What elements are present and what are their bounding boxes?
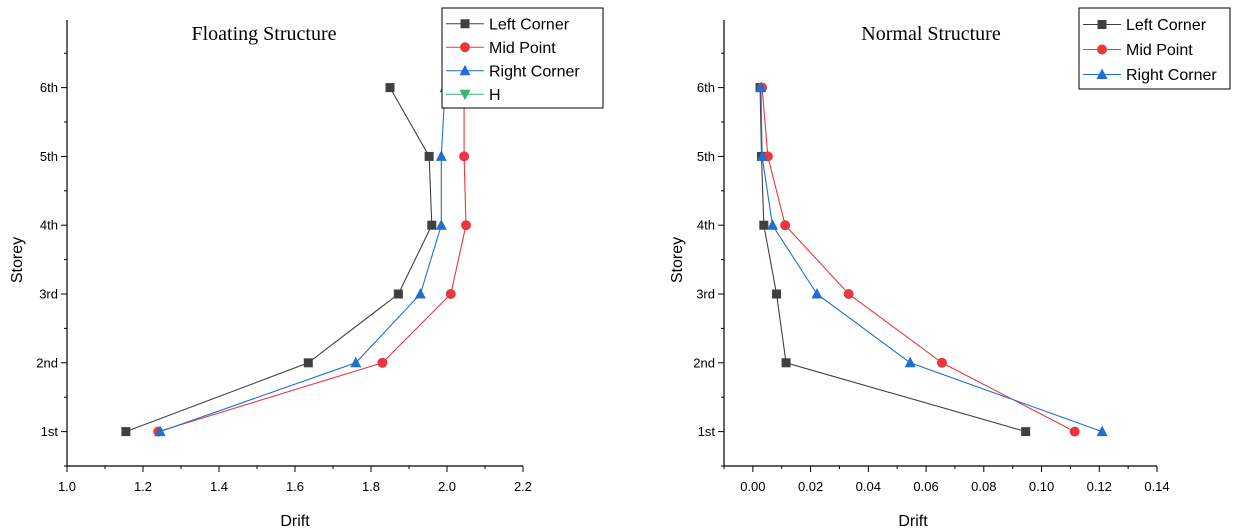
legend-marker-right-corner [1096,68,1108,79]
x-tick-label: 1.8 [362,479,380,494]
data-point-left-corner [424,151,434,161]
legend-label-left-corner: Left Corner [1126,17,1207,34]
data-point-right-corner [435,150,447,161]
legend-marker-right-corner [459,64,471,76]
legend-label-mid-point: Mid Point [489,40,556,57]
data-point-mid-point [936,357,947,368]
legend-marker-mid-point [460,42,470,53]
x-axis-label: Drift [898,513,928,529]
data-point-left-corner [385,83,395,93]
y-tick-label: 1st [41,424,59,439]
data-point-mid-point [377,357,388,368]
data-point-mid-point [459,151,470,162]
y-axis-label: Storey [669,237,686,283]
data-point-right-corner [766,219,778,230]
series-line-right-corner [760,87,1103,433]
data-point-left-corner [1021,427,1031,437]
chart-title: Floating Structure [192,23,337,45]
data-point-left-corner [781,358,791,368]
data-point-left-corner [303,358,313,368]
x-tick-label: 0.02 [798,479,823,494]
x-tick-label: 2.2 [514,479,532,494]
y-tick-label: 1st [698,424,716,439]
x-tick-label: 0.12 [1087,479,1112,494]
data-point-right-corner [811,288,823,299]
data-point-left-corner [121,427,131,437]
legend: Left Corner Mid Point Right Corner H [441,7,604,109]
data-point-right-corner [435,219,447,230]
y-axis-label: Storey [9,237,26,283]
legend-label-left-corner: Left Corner [489,16,570,33]
y-tick-label: 3rd [39,287,58,302]
data-point-left-corner [393,289,403,299]
data-point-right-corner [350,356,362,368]
series-line-mid-point [761,87,1075,433]
legend-marker-left-corner [460,19,470,29]
data-point-right-corner [414,288,426,299]
chart-floating-structure: Floating Structure Drift Storey 1.0 1.2 1.… [9,7,604,529]
legend-marker-mid-point [1097,44,1107,55]
x-tick-label: 0.04 [856,479,881,494]
x-tick-label: 1.0 [58,479,76,494]
data-point-left-corner [759,220,769,230]
legend-label-mid-point: Mid Point [1126,42,1193,59]
data-point-mid-point [780,220,791,231]
y-tick-label: 2nd [36,355,58,370]
chart-title: Normal Structure [861,23,1001,45]
data-point-right-corner [154,425,166,437]
x-tick-label: 0.08 [971,479,996,494]
y-tick-label: 6th [40,80,58,95]
y-tick-label: 6th [697,80,715,95]
x-tick-label: 2.0 [438,479,456,494]
x-tick-label: 1.2 [134,479,152,494]
x-tick-label: 0.06 [913,479,938,494]
x-tick-label: 0.00 [740,479,765,494]
x-tick-label: 1.6 [286,479,304,494]
x-tick-label: 0.14 [1144,479,1169,494]
x-axis-label: Drift [280,513,310,529]
series-line-left-corner [759,87,1026,433]
legend-marker-left-corner [1097,20,1107,29]
series-line-mid-point [158,87,467,433]
legend: Left Corner Mid Point Right Corner [1078,7,1231,90]
data-point-left-corner [772,289,782,299]
data-point-right-corner [1096,425,1108,437]
y-tick-label: 3rd [696,287,715,302]
data-point-right-corner [756,150,768,161]
y-tick-label: 4th [40,218,58,233]
data-point-right-corner [755,81,767,93]
data-point-mid-point [461,220,471,231]
y-tick-label: 4th [697,218,715,233]
data-point-mid-point [843,289,854,299]
x-tick-label: 0.10 [1029,479,1054,494]
y-tick-label: 5th [697,149,715,164]
legend-marker-h [459,89,471,101]
data-point-right-corner [904,356,916,368]
series-line-right-corner [159,87,446,433]
x-tick-label: 1.4 [210,479,228,494]
y-tick-label: 5th [40,149,58,164]
chart-normal-structure: Normal Structure Drift Storey 0.00 0.02 0.… [669,7,1231,529]
y-tick-label: 2nd [693,355,715,370]
data-point-mid-point [1069,426,1080,437]
legend-label-h: H [489,87,501,104]
legend-label-right-corner: Right Corner [489,63,580,80]
series-line-left-corner [125,87,433,433]
data-point-mid-point [445,289,456,299]
legend-label-right-corner: Right Corner [1126,67,1217,84]
data-point-left-corner [427,220,437,230]
